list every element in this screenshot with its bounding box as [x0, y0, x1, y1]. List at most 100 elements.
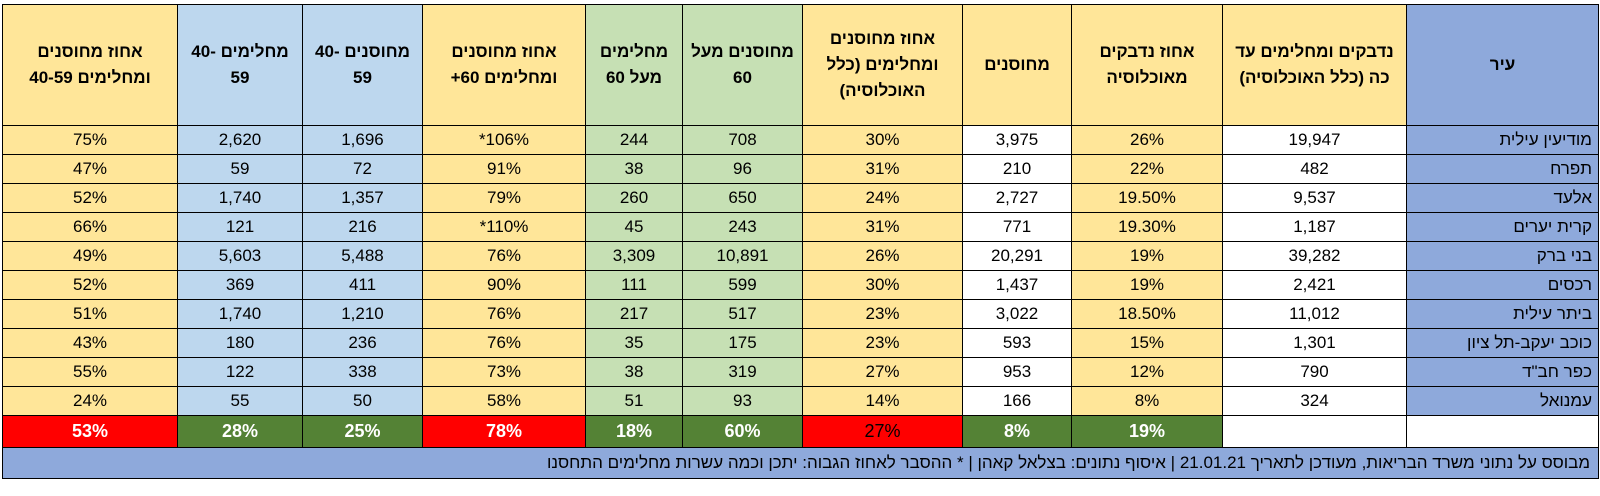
value-cell: 47%: [2, 154, 178, 184]
total-cell: 18%: [585, 415, 683, 448]
value-cell: 11,012: [1222, 299, 1407, 329]
value-cell: 38: [585, 154, 683, 184]
vaccination-table: עיר נדבקים ומחלימים עד כה (כלל האוכלוסיה)…: [2, 4, 1599, 479]
value-cell: 1,357: [302, 183, 423, 213]
value-cell: 790: [1222, 357, 1407, 387]
value-cell: 51: [585, 386, 683, 416]
value-cell: 1,301: [1222, 328, 1407, 358]
value-cell: 19%: [1071, 270, 1223, 300]
data-row: עמנואל 324 8% 166 14% 93 51 58% 50 55 24%: [2, 386, 1599, 416]
value-cell: 5,603: [177, 241, 303, 271]
empty-cell: [1406, 415, 1599, 448]
city-cell: עמנואל: [1406, 386, 1599, 416]
city-cell: כוכב יעקב-תל ציון: [1406, 328, 1599, 358]
value-cell: 175: [682, 328, 803, 358]
footer-note: מבוסס על נתוני משרד הבריאות, מעודכן לתאר…: [2, 447, 1599, 479]
value-cell: 1,437: [962, 270, 1072, 300]
value-cell: 27%: [802, 357, 963, 387]
data-row: כוכב יעקב-תל ציון 1,301 15% 593 23% 175 35 76% 2…: [2, 328, 1599, 358]
value-cell: 369: [177, 270, 303, 300]
value-cell: 52%: [2, 183, 178, 213]
value-cell: 10,891: [682, 241, 803, 271]
value-cell: 15%: [1071, 328, 1223, 358]
value-cell: 19.50%: [1071, 183, 1223, 213]
value-cell: 49%: [2, 241, 178, 271]
value-cell: 708: [682, 125, 803, 155]
city-cell: ביתר עילית: [1406, 299, 1599, 329]
total-cell: 78%: [422, 415, 586, 448]
column-header: מחוסנים מעל 60: [682, 4, 803, 126]
city-cell: כפר חב"ד: [1406, 357, 1599, 387]
data-row: בני ברק 39,282 19% 20,291 26% 10,891 3,309 76% 5…: [2, 241, 1599, 271]
value-cell: 2,727: [962, 183, 1072, 213]
value-cell: 3,975: [962, 125, 1072, 155]
value-cell: 210: [962, 154, 1072, 184]
value-cell: 75%: [2, 125, 178, 155]
value-cell: 243: [682, 212, 803, 242]
footer-row: מבוסס על נתוני משרד הבריאות, מעודכן לתאר…: [2, 447, 1599, 479]
value-cell: 39,282: [1222, 241, 1407, 271]
value-cell: 59: [177, 154, 303, 184]
column-header: מחוסנים 40-59: [302, 4, 423, 126]
value-cell: 45: [585, 212, 683, 242]
value-cell: 319: [682, 357, 803, 387]
total-cell: 53%: [2, 415, 178, 448]
value-cell: 30%: [802, 270, 963, 300]
value-cell: 953: [962, 357, 1072, 387]
value-cell: 22%: [1071, 154, 1223, 184]
value-cell: 1,740: [177, 299, 303, 329]
column-header: מחוסנים: [962, 4, 1072, 126]
value-cell: 55: [177, 386, 303, 416]
value-cell: 79%: [422, 183, 586, 213]
data-row: ביתר עילית 11,012 18.50% 3,022 23% 517 217 76% 1…: [2, 299, 1599, 329]
value-cell: 24%: [2, 386, 178, 416]
value-cell: 76%: [422, 328, 586, 358]
value-cell: 338: [302, 357, 423, 387]
data-row: מודיעין עילית 19,947 26% 3,975 30% 708 244 *106…: [2, 125, 1599, 155]
value-cell: 12%: [1071, 357, 1223, 387]
total-cell: 25%: [302, 415, 423, 448]
value-cell: 31%: [802, 212, 963, 242]
total-cell: 8%: [962, 415, 1072, 448]
value-cell: 244: [585, 125, 683, 155]
header-row: עיר נדבקים ומחלימים עד כה (כלל האוכלוסיה)…: [2, 4, 1599, 126]
value-cell: 122: [177, 357, 303, 387]
value-cell: 324: [1222, 386, 1407, 416]
value-cell: 26%: [802, 241, 963, 271]
value-cell: 8%: [1071, 386, 1223, 416]
value-cell: 166: [962, 386, 1072, 416]
value-cell: *110%: [422, 212, 586, 242]
totals-row: 19% 8% 27% 60% 18% 78% 25% 28% 53%: [2, 415, 1599, 448]
city-cell: מודיעין עילית: [1406, 125, 1599, 155]
value-cell: 51%: [2, 299, 178, 329]
table-body: מודיעין עילית 19,947 26% 3,975 30% 708 244 *106…: [2, 125, 1599, 479]
value-cell: 482: [1222, 154, 1407, 184]
value-cell: 72: [302, 154, 423, 184]
value-cell: 52%: [2, 270, 178, 300]
value-cell: 90%: [422, 270, 586, 300]
value-cell: 66%: [2, 212, 178, 242]
value-cell: 1,740: [177, 183, 303, 213]
column-header: אחוז מחוסנים ומחלימים (כלל האוכלוסיה): [802, 4, 963, 126]
column-header: מחלימים מעל 60: [585, 4, 683, 126]
value-cell: 236: [302, 328, 423, 358]
value-cell: 76%: [422, 241, 586, 271]
value-cell: 19%: [1071, 241, 1223, 271]
value-cell: 1,696: [302, 125, 423, 155]
value-cell: 30%: [802, 125, 963, 155]
total-cell: 19%: [1071, 415, 1223, 448]
value-cell: 517: [682, 299, 803, 329]
empty-cell: [1222, 415, 1407, 448]
city-cell: רכסים: [1406, 270, 1599, 300]
value-cell: 217: [585, 299, 683, 329]
value-cell: 216: [302, 212, 423, 242]
city-cell: בני ברק: [1406, 241, 1599, 271]
value-cell: 38: [585, 357, 683, 387]
value-cell: 3,022: [962, 299, 1072, 329]
value-cell: 23%: [802, 299, 963, 329]
value-cell: 2,620: [177, 125, 303, 155]
data-row: אלעד 9,537 19.50% 2,727 24% 650 260 79% 1,357 1,7…: [2, 183, 1599, 213]
value-cell: 18.50%: [1071, 299, 1223, 329]
value-cell: 771: [962, 212, 1072, 242]
data-row: כפר חב"ד 790 12% 953 27% 319 38 73% 338 122 55%: [2, 357, 1599, 387]
